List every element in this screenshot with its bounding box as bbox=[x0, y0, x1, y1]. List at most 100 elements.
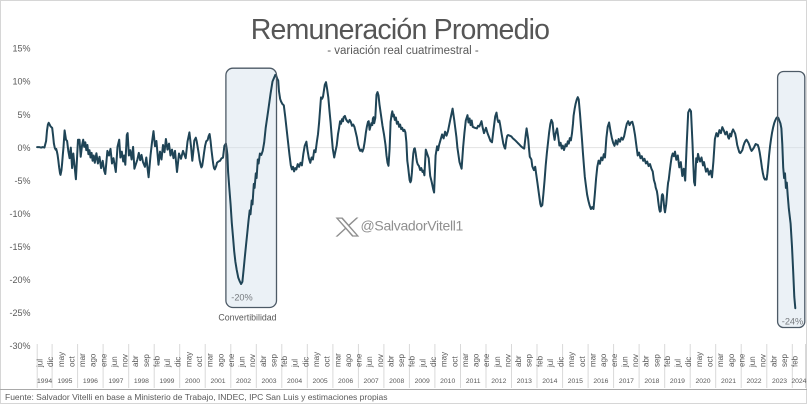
svg-text:ago: ago bbox=[727, 353, 736, 367]
svg-text:-24%: -24% bbox=[782, 317, 803, 327]
svg-text:2022: 2022 bbox=[746, 378, 761, 385]
svg-text:jun: jun bbox=[748, 356, 757, 368]
svg-text:jul: jul bbox=[546, 359, 555, 368]
svg-text:1999: 1999 bbox=[159, 378, 174, 385]
svg-text:jul: jul bbox=[36, 359, 45, 368]
svg-text:may: may bbox=[312, 352, 321, 367]
svg-text:mar: mar bbox=[206, 353, 215, 367]
svg-text:2007: 2007 bbox=[364, 378, 379, 385]
svg-text:2004: 2004 bbox=[287, 378, 302, 385]
svg-text:2020: 2020 bbox=[695, 378, 710, 385]
svg-text:2017: 2017 bbox=[619, 378, 634, 385]
svg-text:- variación real cuatrimestral: - variación real cuatrimestral - bbox=[327, 45, 479, 57]
svg-text:feb: feb bbox=[280, 355, 289, 367]
svg-text:2010: 2010 bbox=[440, 378, 455, 385]
svg-text:nov: nov bbox=[248, 354, 257, 367]
svg-text:2018: 2018 bbox=[644, 378, 659, 385]
svg-text:sep: sep bbox=[652, 354, 661, 367]
svg-text:jun: jun bbox=[620, 356, 629, 368]
svg-text:15%: 15% bbox=[12, 44, 30, 54]
svg-text:jul: jul bbox=[418, 359, 427, 368]
svg-text:sep: sep bbox=[397, 354, 406, 367]
svg-text:2013: 2013 bbox=[517, 378, 532, 385]
svg-text:2019: 2019 bbox=[670, 378, 685, 385]
svg-text:nov: nov bbox=[631, 354, 640, 367]
svg-text:5%: 5% bbox=[17, 110, 30, 120]
svg-text:ene: ene bbox=[482, 353, 491, 367]
svg-text:jun: jun bbox=[110, 356, 119, 368]
svg-text:oct: oct bbox=[706, 356, 715, 367]
svg-text:mar: mar bbox=[461, 353, 470, 367]
svg-text:oct: oct bbox=[67, 356, 76, 367]
svg-text:may: may bbox=[440, 352, 449, 367]
svg-text:2012: 2012 bbox=[491, 378, 506, 385]
svg-text:oct: oct bbox=[323, 356, 332, 367]
svg-text:dic: dic bbox=[174, 357, 183, 367]
svg-text:feb: feb bbox=[153, 355, 162, 367]
svg-text:-5%: -5% bbox=[14, 176, 30, 186]
svg-text:1994: 1994 bbox=[37, 378, 52, 385]
svg-text:2006: 2006 bbox=[338, 378, 353, 385]
svg-text:2014: 2014 bbox=[542, 378, 557, 385]
svg-text:mar: mar bbox=[333, 353, 342, 367]
svg-text:-25%: -25% bbox=[9, 308, 30, 318]
svg-text:1997: 1997 bbox=[108, 378, 123, 385]
svg-text:nov: nov bbox=[121, 354, 130, 367]
svg-text:sep: sep bbox=[270, 354, 279, 367]
svg-text:-20%: -20% bbox=[231, 293, 252, 303]
svg-text:@SalvadorVitell1: @SalvadorVitell1 bbox=[361, 218, 464, 234]
svg-text:feb: feb bbox=[663, 355, 672, 367]
svg-text:2003: 2003 bbox=[261, 378, 276, 385]
svg-text:jul: jul bbox=[291, 359, 300, 368]
svg-text:ago: ago bbox=[216, 353, 225, 367]
svg-text:2016: 2016 bbox=[593, 378, 608, 385]
svg-text:2009: 2009 bbox=[415, 378, 430, 385]
svg-text:nov: nov bbox=[759, 354, 768, 367]
svg-text:mar: mar bbox=[589, 353, 598, 367]
svg-text:feb: feb bbox=[408, 355, 417, 367]
svg-text:Fuente: Salvador Vitelli en ba: Fuente: Salvador Vitelli en base a Minis… bbox=[5, 392, 388, 402]
svg-text:10%: 10% bbox=[12, 77, 30, 87]
svg-text:feb: feb bbox=[535, 355, 544, 367]
svg-text:-20%: -20% bbox=[9, 275, 30, 285]
svg-text:2021: 2021 bbox=[721, 378, 736, 385]
svg-text:mar: mar bbox=[78, 353, 87, 367]
svg-text:ago: ago bbox=[472, 353, 481, 367]
svg-text:dic: dic bbox=[684, 357, 693, 367]
svg-text:sep: sep bbox=[780, 354, 789, 367]
svg-text:jun: jun bbox=[365, 356, 374, 368]
svg-text:2024: 2024 bbox=[791, 378, 806, 385]
svg-text:may: may bbox=[184, 352, 193, 367]
svg-text:dic: dic bbox=[46, 357, 55, 367]
svg-text:abr: abr bbox=[259, 355, 268, 367]
svg-text:2005: 2005 bbox=[313, 378, 328, 385]
svg-text:jul: jul bbox=[674, 359, 683, 368]
svg-text:nov: nov bbox=[376, 354, 385, 367]
svg-text:may: may bbox=[695, 352, 704, 367]
svg-text:ene: ene bbox=[737, 353, 746, 367]
svg-text:may: may bbox=[57, 352, 66, 367]
svg-text:ene: ene bbox=[355, 353, 364, 367]
svg-text:0%: 0% bbox=[17, 143, 30, 153]
svg-text:jul: jul bbox=[163, 359, 172, 368]
svg-text:mar: mar bbox=[716, 353, 725, 367]
svg-text:dic: dic bbox=[429, 357, 438, 367]
svg-text:abr: abr bbox=[131, 355, 140, 367]
svg-text:abr: abr bbox=[642, 355, 651, 367]
svg-text:ago: ago bbox=[344, 353, 353, 367]
svg-text:jun: jun bbox=[493, 356, 502, 368]
svg-text:ene: ene bbox=[610, 353, 619, 367]
svg-text:ene: ene bbox=[227, 353, 236, 367]
svg-text:dic: dic bbox=[301, 357, 310, 367]
svg-text:dic: dic bbox=[557, 357, 566, 367]
svg-text:ago: ago bbox=[599, 353, 608, 367]
svg-text:2011: 2011 bbox=[466, 378, 481, 385]
svg-text:2015: 2015 bbox=[568, 378, 583, 385]
svg-text:2008: 2008 bbox=[389, 378, 404, 385]
svg-text:jun: jun bbox=[238, 356, 247, 368]
svg-text:ago: ago bbox=[89, 353, 98, 367]
svg-text:1995: 1995 bbox=[57, 378, 72, 385]
svg-text:oct: oct bbox=[450, 356, 459, 367]
svg-text:Remuneración Promedio: Remuneración Promedio bbox=[251, 14, 549, 46]
svg-text:-30%: -30% bbox=[9, 341, 30, 351]
